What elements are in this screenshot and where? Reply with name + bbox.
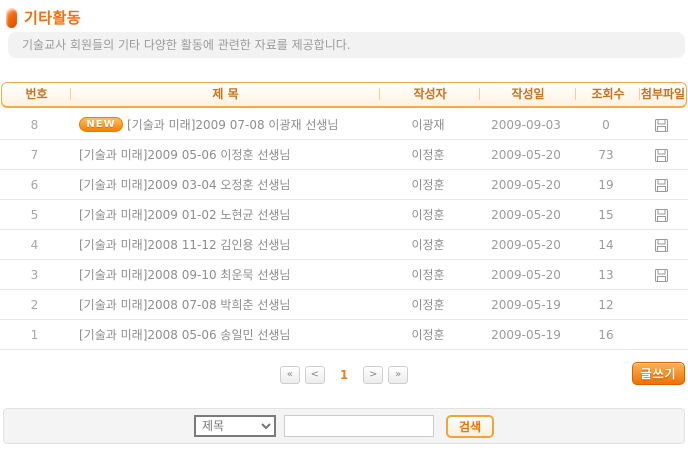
post-date: 2009-05-19 [491,327,561,342]
post-table: 번호 제 목 작성자 작성일 조회수 첨부파일 8 NEW [기술과 미래]20… [0,82,688,350]
search-bar: 제목 검색 [3,408,685,444]
floppy-disk-icon [654,238,668,252]
pagination-current-page[interactable]: 1 [339,368,349,382]
post-views: 16 [598,327,614,342]
search-button[interactable]: 검색 [446,414,494,438]
header-attachment: 첨부파일 [640,87,686,101]
post-author: 이정훈 [411,208,445,222]
table-row: 6 NEW [기술과 미래]2009 03-04 오정훈 선생님 이정훈 200… [0,170,688,200]
pagination-last-button[interactable]: » [388,366,409,384]
post-title-cell: NEW [기술과 미래]2008 07-08 박희춘 선생님 [69,296,378,313]
post-date: 2009-05-20 [491,207,561,222]
header-author: 작성자 [380,82,480,107]
post-date: 2009-09-03 [491,117,561,132]
post-date: 2009-05-20 [491,267,561,282]
post-views: 19 [598,177,614,192]
post-title-cell: NEW [기술과 미래]2009 05-06 이정훈 선생님 [69,146,378,163]
post-date: 2009-05-20 [491,147,561,162]
attachment-cell [638,118,684,132]
new-badge: NEW [79,117,123,132]
post-number: 5 [30,207,39,222]
post-title-cell: NEW [기술과 미래]2008 09-10 최운묵 선생님 [69,266,378,283]
header-number: 번호 [2,82,71,107]
post-title-link[interactable]: [기술과 미래]2008 07-08 박희춘 선생님 [79,298,291,312]
floppy-disk-icon [654,208,668,222]
post-author: 이정훈 [411,238,445,252]
attachment-cell [638,268,684,282]
post-views: 0 [602,117,610,132]
attachment-cell [638,208,684,222]
post-title-link[interactable]: [기술과 미래]2008 05-06 송일민 선생님 [79,328,291,342]
table-row: 3 NEW [기술과 미래]2008 09-10 최운묵 선생님 이정훈 200… [0,260,688,290]
pagination-first-button[interactable]: « [279,366,300,384]
post-views: 73 [598,147,614,162]
floppy-disk-icon [654,268,668,282]
table-header-row: 번호 제 목 작성자 작성일 조회수 첨부파일 [1,82,687,107]
table-body: 8 NEW [기술과 미래]2009 07-08 이광재 선생님 이광재 200… [0,110,688,350]
post-title-link[interactable]: [기술과 미래]2009 05-06 이정훈 선생님 [79,148,291,162]
table-row: 8 NEW [기술과 미래]2009 07-08 이광재 선생님 이광재 200… [0,110,688,140]
table-footer: « < 1 > » 글쓰기 [0,358,688,398]
post-title-cell: NEW [기술과 미래]2008 05-06 송일민 선생님 [69,326,378,343]
pagination-prev-button[interactable]: < [304,366,325,384]
post-number: 2 [30,297,39,312]
page-description: 기술교사 회원들의 기타 다양한 활동에 관련한 자료를 제공합니다. [8,32,685,58]
post-author: 이정훈 [411,178,445,192]
post-number: 7 [30,147,39,162]
post-date: 2009-05-19 [491,297,561,312]
post-title-cell: NEW [기술과 미래]2009 01-02 노현균 선생님 [69,206,378,223]
post-title-link[interactable]: [기술과 미래]2009 01-02 노현균 선생님 [79,208,291,222]
post-title-link[interactable]: [기술과 미래]2009 03-04 오정훈 선생님 [79,178,291,192]
post-number: 8 [30,117,39,132]
post-author: 이광재 [411,118,445,132]
post-date: 2009-05-20 [491,177,561,192]
post-views: 12 [598,297,614,312]
attachment-cell [638,148,684,162]
post-views: 13 [598,267,614,282]
page-header: 기타활동 [0,0,688,28]
post-author: 이정훈 [411,148,445,162]
title-bullet-icon [6,7,17,28]
post-views: 15 [598,207,614,222]
pagination: « < 1 > » [0,366,688,384]
search-category-select[interactable]: 제목 [194,415,276,437]
pagination-next-button[interactable]: > [363,366,384,384]
floppy-disk-icon [654,118,668,132]
post-title-cell: NEW [기술과 미래]2008 11-12 김인용 선생님 [69,236,378,253]
header-title: 제 목 [71,82,380,107]
post-author: 이정훈 [411,268,445,282]
post-title-link[interactable]: [기술과 미래]2008 11-12 김인용 선생님 [79,238,291,252]
post-title-cell: NEW [기술과 미래]2009 07-08 이광재 선생님 [69,116,378,133]
attachment-cell [638,238,684,252]
search-input[interactable] [284,415,434,437]
header-date: 작성일 [480,82,576,107]
post-date: 2009-05-20 [491,237,561,252]
post-author: 이정훈 [411,328,445,342]
post-number: 4 [30,237,39,252]
table-row: 5 NEW [기술과 미래]2009 01-02 노현균 선생님 이정훈 200… [0,200,688,230]
post-number: 1 [30,327,39,342]
post-number: 3 [30,267,39,282]
post-author: 이정훈 [411,298,445,312]
write-button[interactable]: 글쓰기 [632,362,685,385]
post-number: 6 [30,177,39,192]
attachment-cell [638,178,684,192]
table-row: 1 NEW [기술과 미래]2008 05-06 송일민 선생님 이정훈 200… [0,320,688,350]
table-row: 7 NEW [기술과 미래]2009 05-06 이정훈 선생님 이정훈 200… [0,140,688,170]
floppy-disk-icon [654,148,668,162]
table-row: 4 NEW [기술과 미래]2008 11-12 김인용 선생님 이정훈 200… [0,230,688,260]
post-views: 14 [598,237,614,252]
floppy-disk-icon [654,178,668,192]
page-title: 기타활동 [24,9,82,27]
post-title-cell: NEW [기술과 미래]2009 03-04 오정훈 선생님 [69,176,378,193]
post-title-link[interactable]: [기술과 미래]2009 07-08 이광재 선생님 [127,118,339,132]
header-views: 조회수 [576,82,640,107]
post-title-link[interactable]: [기술과 미래]2008 09-10 최운묵 선생님 [79,268,291,282]
table-row: 2 NEW [기술과 미래]2008 07-08 박희춘 선생님 이정훈 200… [0,290,688,320]
